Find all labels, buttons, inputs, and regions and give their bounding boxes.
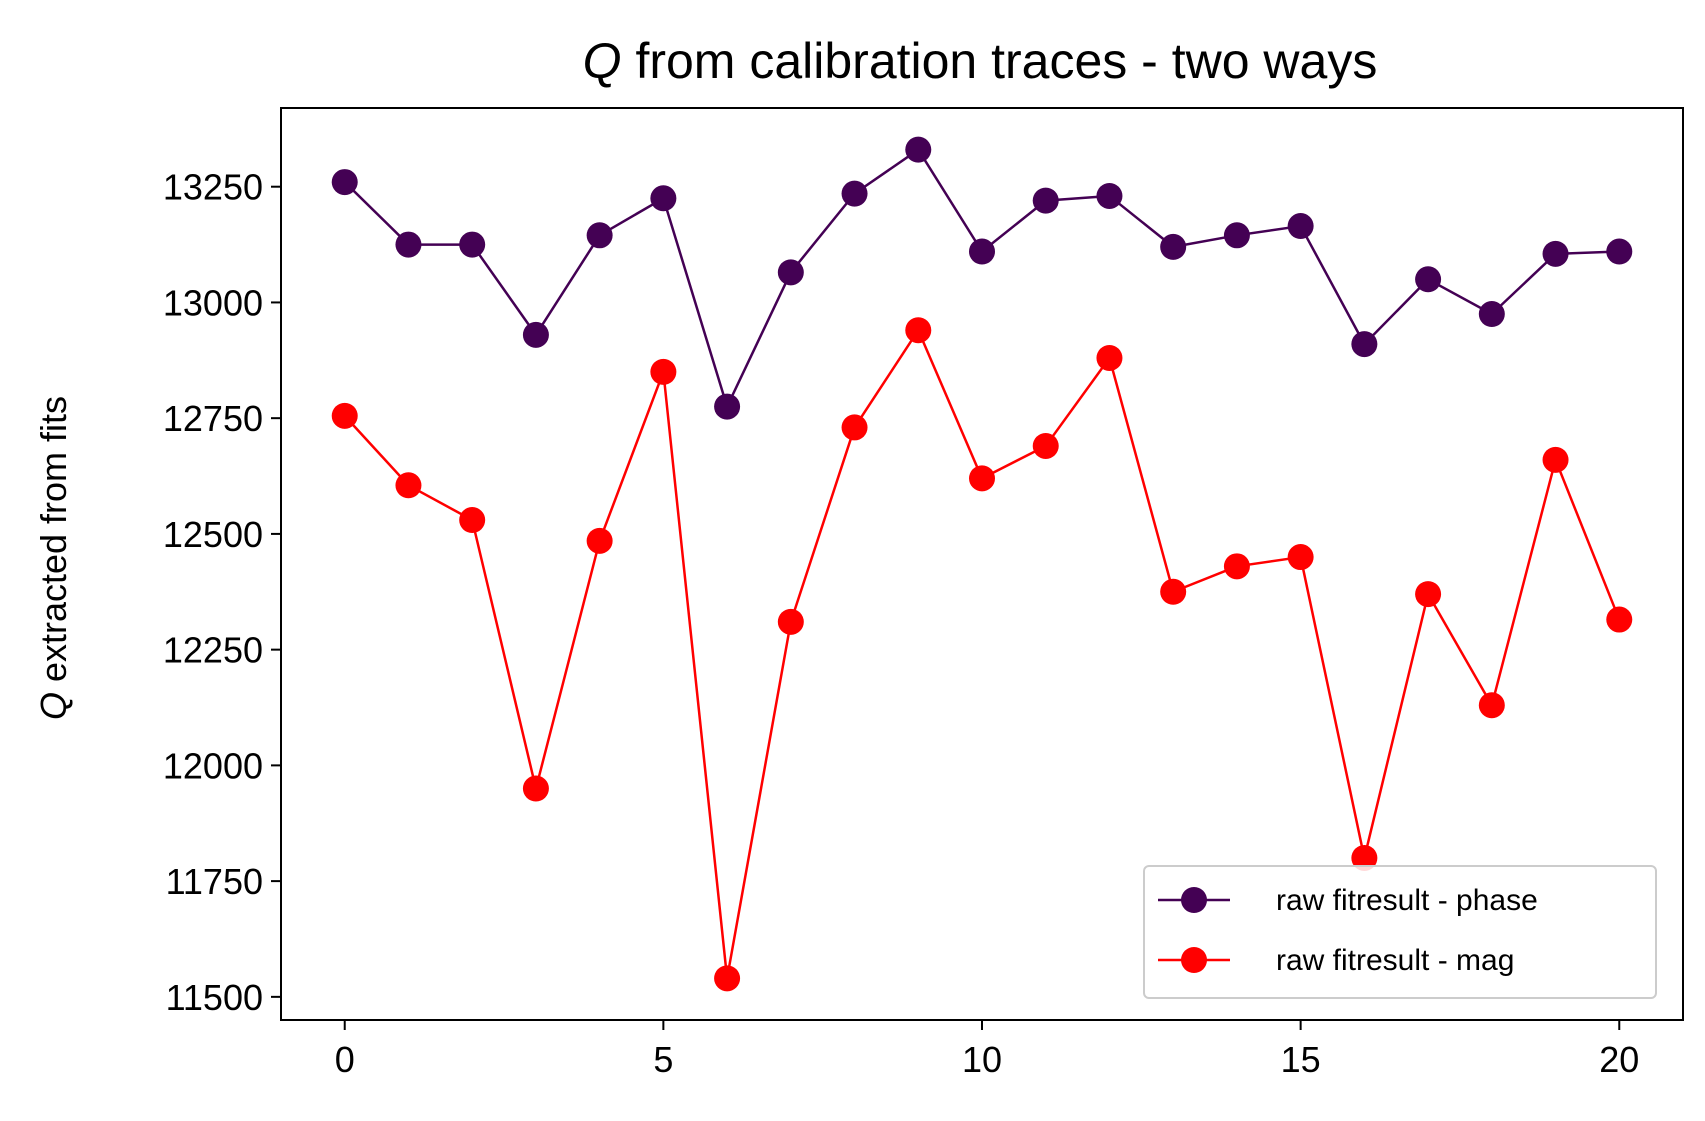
- data-point: [395, 472, 422, 499]
- plot-area-frame: [280, 107, 1684, 1021]
- data-point: [1096, 182, 1123, 209]
- data-point: [1032, 187, 1059, 214]
- data-point: [459, 507, 486, 534]
- data-point: [586, 527, 613, 554]
- data-point: [841, 414, 868, 441]
- data-point: [1032, 432, 1059, 459]
- y-axis-label: Q extracted from fits: [33, 396, 74, 720]
- legend-marker: [1181, 947, 1207, 973]
- legend-marker: [1181, 887, 1207, 913]
- x-tick-label: 15: [1281, 1039, 1321, 1080]
- legend-item: raw fitresult - mag: [1158, 944, 1514, 977]
- data-point: [650, 358, 677, 385]
- data-point: [1478, 301, 1505, 328]
- x-tick-label: 5: [653, 1039, 673, 1080]
- data-point: [1287, 213, 1314, 240]
- data-point: [841, 180, 868, 207]
- y-tick-label: 12500: [163, 514, 263, 555]
- legend-frame: [1143, 865, 1657, 999]
- data-point: [1415, 266, 1442, 293]
- chart-title: Q from calibration traces - two ways: [583, 33, 1378, 89]
- series-layer: [331, 136, 1633, 992]
- data-point: [395, 231, 422, 258]
- y-tick-label: 12250: [163, 630, 263, 671]
- y-tick-label: 11500: [166, 977, 263, 1018]
- x-tick-label: 0: [335, 1039, 355, 1080]
- data-point: [1160, 233, 1187, 260]
- data-point: [331, 169, 358, 196]
- data-point: [1606, 606, 1633, 633]
- y-tick-label: 12750: [163, 398, 263, 439]
- data-point: [1478, 692, 1505, 719]
- data-point: [1223, 553, 1250, 580]
- series-1: [331, 317, 1633, 992]
- x-tick-label: 20: [1599, 1039, 1639, 1080]
- data-point: [1287, 544, 1314, 571]
- data-point: [1351, 331, 1378, 358]
- y-tick-label: 13250: [163, 167, 263, 208]
- data-point: [459, 231, 486, 258]
- data-point: [969, 465, 995, 492]
- data-point: [586, 222, 613, 249]
- data-point: [522, 775, 549, 802]
- y-axis-ticks: 11500 11750 12000 12250 12500 12750 13000 13250: [163, 167, 281, 1018]
- legend: raw fitresult - phase raw fitresult - mag: [1143, 865, 1657, 999]
- data-point: [1096, 344, 1123, 371]
- data-point: [522, 321, 549, 348]
- legend-item: raw fitresult - phase: [1158, 884, 1538, 917]
- legend-label: raw fitresult - mag: [1276, 944, 1514, 977]
- legend-label: raw fitresult - phase: [1276, 884, 1538, 917]
- data-point: [1542, 446, 1569, 473]
- series-0: [331, 136, 1633, 420]
- x-tick-label: 10: [962, 1039, 1002, 1080]
- data-point: [905, 136, 932, 163]
- y-tick-label: 11750: [166, 861, 263, 902]
- data-point: [1351, 844, 1378, 871]
- data-point: [1606, 238, 1633, 265]
- data-point: [714, 393, 741, 420]
- data-point: [714, 965, 741, 992]
- data-point: [1160, 578, 1187, 605]
- x-axis-ticks: 0 5 10 15 20: [335, 1020, 1639, 1080]
- data-point: [1223, 222, 1250, 249]
- data-point: [331, 402, 358, 429]
- data-point: [777, 608, 804, 635]
- data-point: [777, 259, 804, 286]
- data-point: [969, 238, 995, 265]
- data-point: [1542, 240, 1569, 267]
- y-tick-label: 12000: [163, 745, 263, 786]
- y-tick-label: 13000: [163, 282, 263, 323]
- data-point: [1415, 581, 1442, 608]
- data-point: [650, 185, 677, 212]
- data-point: [905, 317, 932, 344]
